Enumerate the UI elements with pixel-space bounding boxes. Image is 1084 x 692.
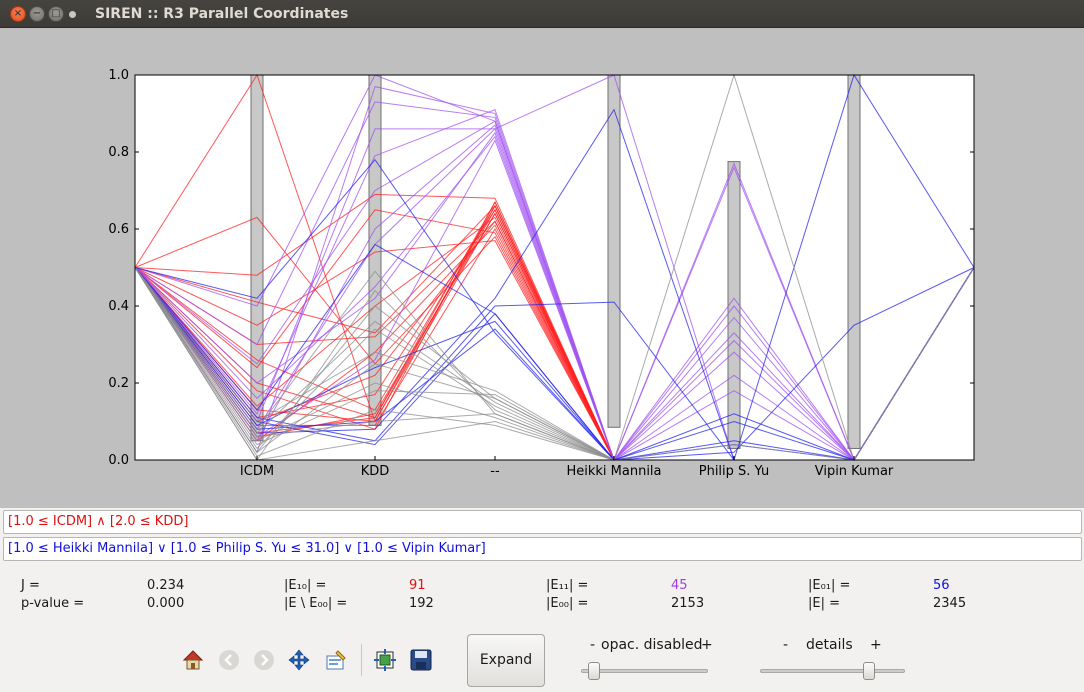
opacity-minus-label: - (590, 637, 596, 653)
minimize-icon: − (32, 8, 42, 19)
series-1-line-4 (134, 135, 975, 461)
e00-label: |E₀₀| = (546, 596, 589, 611)
series-1-line-3 (134, 128, 975, 461)
series-2-line-3 (134, 73, 975, 462)
e10-value: 91 (409, 578, 426, 593)
y-tick-label-1: 0.2 (108, 376, 129, 391)
series-1-line-6 (134, 86, 975, 462)
y-tick-label-0: 0.0 (108, 453, 129, 468)
forward-icon (254, 650, 274, 670)
opacity-slider-label: opac. disabled (601, 637, 703, 653)
series-3-line-8 (134, 267, 615, 461)
p-value-value: 0.000 (147, 596, 185, 611)
close-window-button[interactable]: × (10, 6, 26, 22)
series-3-line-6 (134, 267, 615, 461)
series-3-line-11 (134, 267, 615, 461)
series-3-line-4 (134, 267, 975, 461)
e00-value: 2153 (671, 596, 705, 611)
series-3-line-10 (134, 267, 615, 461)
selection-bar-3[interactable] (727, 161, 741, 449)
plot-area-frame (134, 74, 975, 461)
series-2-line-2 (134, 158, 975, 461)
axis-label-1: KDD (361, 464, 390, 479)
opacity-slider-track[interactable] (581, 669, 708, 673)
j-value: 0.234 (147, 578, 185, 593)
e11-label: |E₁₁| = (546, 578, 589, 593)
minimize-window-button[interactable]: − (29, 6, 45, 22)
opacity-plus-label: + (701, 637, 713, 653)
series-3-line-7 (134, 267, 615, 461)
details-slider-label: details (806, 637, 853, 653)
blue-query-field[interactable]: [1.0 ≤ Heikki Mannila] ∨ [1.0 ≤ Philip S… (3, 537, 1082, 561)
p-value-label: p-value = (21, 596, 85, 611)
save-icon (410, 649, 432, 671)
series-2-line-4 (134, 267, 975, 461)
e-minus-e00-label: |E \ E₀₀| = (284, 596, 348, 611)
axis-label-3: Heikki Mannila (566, 464, 661, 479)
subplots-icon (374, 649, 396, 671)
maximize-window-button[interactable]: □ (48, 6, 64, 22)
configure-button[interactable] (323, 647, 349, 673)
close-icon: × (13, 8, 23, 19)
series-1-line-9 (134, 120, 975, 462)
e01-value: 56 (933, 578, 950, 593)
axis-label-5: Vipin Kumar (815, 464, 894, 479)
home-icon (182, 650, 204, 670)
e01-label: |E₀₁| = (808, 578, 851, 593)
j-label: J = (21, 578, 40, 593)
selection-bar-4[interactable] (847, 74, 861, 449)
selection-bar-2[interactable] (607, 74, 621, 428)
pan-button[interactable] (286, 647, 312, 673)
opacity-slider-thumb[interactable] (587, 662, 600, 680)
e-minus-e00-value: 192 (409, 596, 434, 611)
e-total-value: 2345 (933, 596, 967, 611)
y-tick-label-3: 0.6 (108, 222, 129, 237)
e10-label: |E₁₀| = (284, 578, 327, 593)
back-icon (219, 650, 239, 670)
details-slider-track[interactable] (760, 669, 905, 673)
window-menu-dot-icon[interactable] (69, 11, 76, 18)
expand-button[interactable]: Expand (467, 634, 545, 687)
maximize-icon: □ (51, 8, 61, 19)
series-1-line-0 (134, 124, 975, 462)
axis-label-0: ICDM (240, 464, 274, 479)
y-tick-label-4: 0.8 (108, 145, 129, 160)
configure-icon (326, 650, 346, 670)
details-minus-label: - (783, 637, 789, 653)
series-3-line-9 (134, 267, 615, 461)
e11-value: 45 (671, 578, 688, 593)
series-1-line-7 (134, 131, 975, 461)
details-slider-thumb[interactable] (862, 662, 875, 680)
series-1-line-1 (134, 108, 975, 461)
details-plus-label: + (870, 637, 882, 653)
home-button[interactable] (180, 647, 206, 673)
series-0-line-6 (134, 193, 615, 461)
e-total-label: |E| = (808, 596, 840, 611)
forward-button[interactable] (251, 647, 277, 673)
parallel-coordinates-chart[interactable]: 0.0 0.2 0.4 0.6 0.8 1.0 ICDM KDD -- Heikki Manni… (0, 28, 1084, 508)
subplots-button[interactable] (372, 647, 398, 673)
title-bar: × − □ SIREN :: R3 Parallel Coordinates (0, 0, 1084, 28)
back-button[interactable] (216, 647, 242, 673)
plot-panel[interactable]: 0.0 0.2 0.4 0.6 0.8 1.0 ICDM KDD -- Heikki Manni… (0, 28, 1084, 508)
save-button[interactable] (408, 647, 434, 673)
toolbar-separator (361, 644, 362, 676)
series-0-line-14 (134, 209, 615, 461)
axis-label-2: -- (490, 464, 500, 479)
pan-icon (288, 649, 310, 671)
red-query-field[interactable]: [1.0 ≤ ICDM] ∧ [2.0 ≤ KDD] (3, 510, 1082, 534)
series-1-line-8 (134, 139, 975, 461)
y-tick-label-5: 1.0 (108, 68, 129, 83)
series-0-line-16 (134, 205, 615, 461)
series-3-line-5 (134, 267, 615, 461)
y-tick-label-2: 0.4 (108, 299, 129, 314)
axis-label-4: Philip S. Yu (699, 464, 770, 479)
window-title: SIREN :: R3 Parallel Coordinates (95, 6, 349, 22)
series-0-line-10 (134, 240, 615, 461)
